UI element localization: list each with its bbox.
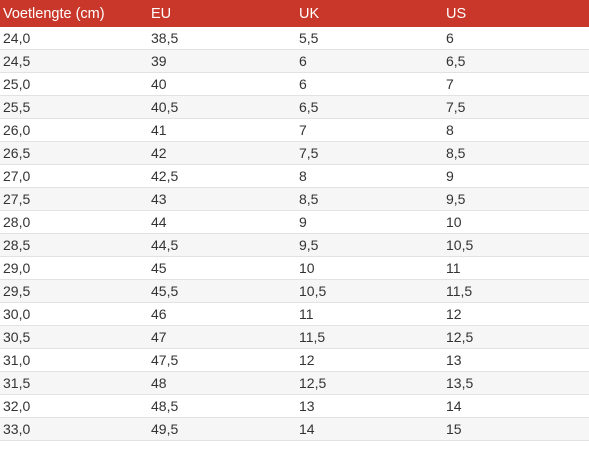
table-row: 33,0 49,5 14 15 xyxy=(0,417,589,441)
cell-foot-length: 29,0 xyxy=(0,256,148,280)
cell-uk: 6 xyxy=(296,49,443,73)
cell-us: 12 xyxy=(443,302,589,326)
cell-eu: 47 xyxy=(148,325,296,349)
cell-us: 7,5 xyxy=(443,95,589,119)
cell-uk: 10,5 xyxy=(296,279,443,303)
cell-eu: 40 xyxy=(148,72,296,96)
cell-us: 14 xyxy=(443,394,589,418)
table-row: 25,0 40 6 7 xyxy=(0,72,589,96)
cell-foot-length: 27,5 xyxy=(0,187,148,211)
cell-foot-length: 29,5 xyxy=(0,279,148,303)
cell-eu: 39 xyxy=(148,49,296,73)
cell-foot-length: 26,5 xyxy=(0,141,148,165)
table-row: 26,0 41 7 8 xyxy=(0,118,589,142)
cell-us: 7 xyxy=(443,72,589,96)
cell-uk: 10 xyxy=(296,256,443,280)
cell-eu: 49,5 xyxy=(148,417,296,441)
cell-eu: 44 xyxy=(148,210,296,234)
cell-foot-length: 33,0 xyxy=(0,417,148,441)
table-row: 28,5 44,5 9,5 10,5 xyxy=(0,233,589,257)
cell-us: 11,5 xyxy=(443,279,589,303)
cell-uk: 13 xyxy=(296,394,443,418)
table-body: 24,0 38,5 5,5 6 24,5 39 6 6,5 25,0 40 6 7 25,5 40,5 6,… xyxy=(0,27,589,441)
cell-foot-length: 28,5 xyxy=(0,233,148,257)
header-row: Voetlengte (cm) EU UK US xyxy=(0,0,589,27)
table-row: 31,0 47,5 12 13 xyxy=(0,348,589,372)
cell-eu: 42,5 xyxy=(148,164,296,188)
cell-eu: 41 xyxy=(148,118,296,142)
table-row: 24,5 39 6 6,5 xyxy=(0,49,589,73)
cell-uk: 8 xyxy=(296,164,443,188)
cell-uk: 12,5 xyxy=(296,371,443,395)
cell-eu: 46 xyxy=(148,302,296,326)
cell-us: 6 xyxy=(443,27,589,50)
cell-uk: 8,5 xyxy=(296,187,443,211)
table-row: 27,5 43 8,5 9,5 xyxy=(0,187,589,211)
table-row: 30,0 46 11 12 xyxy=(0,302,589,326)
header-uk: UK xyxy=(296,0,443,27)
table-row: 31,5 48 12,5 13,5 xyxy=(0,371,589,395)
cell-eu: 43 xyxy=(148,187,296,211)
table-row: 25,5 40,5 6,5 7,5 xyxy=(0,95,589,119)
cell-eu: 42 xyxy=(148,141,296,165)
cell-us: 10 xyxy=(443,210,589,234)
cell-eu: 48 xyxy=(148,371,296,395)
cell-uk: 14 xyxy=(296,417,443,441)
cell-us: 8 xyxy=(443,118,589,142)
cell-uk: 9 xyxy=(296,210,443,234)
cell-foot-length: 26,0 xyxy=(0,118,148,142)
cell-uk: 5,5 xyxy=(296,27,443,50)
table-header: Voetlengte (cm) EU UK US xyxy=(0,0,589,27)
cell-us: 9,5 xyxy=(443,187,589,211)
cell-foot-length: 25,5 xyxy=(0,95,148,119)
cell-uk: 12 xyxy=(296,348,443,372)
cell-eu: 40,5 xyxy=(148,95,296,119)
cell-foot-length: 24,0 xyxy=(0,27,148,50)
cell-us: 13,5 xyxy=(443,371,589,395)
cell-us: 15 xyxy=(443,417,589,441)
cell-us: 12,5 xyxy=(443,325,589,349)
cell-foot-length: 28,0 xyxy=(0,210,148,234)
table-row: 27,0 42,5 8 9 xyxy=(0,164,589,188)
table-row: 29,5 45,5 10,5 11,5 xyxy=(0,279,589,303)
cell-eu: 45 xyxy=(148,256,296,280)
table-row: 26,5 42 7,5 8,5 xyxy=(0,141,589,165)
cell-uk: 11,5 xyxy=(296,325,443,349)
cell-uk: 9,5 xyxy=(296,233,443,257)
cell-uk: 6 xyxy=(296,72,443,96)
cell-us: 13 xyxy=(443,348,589,372)
cell-eu: 44,5 xyxy=(148,233,296,257)
cell-uk: 11 xyxy=(296,302,443,326)
cell-eu: 38,5 xyxy=(148,27,296,50)
cell-foot-length: 31,5 xyxy=(0,371,148,395)
cell-foot-length: 31,0 xyxy=(0,348,148,372)
table-row: 29,0 45 10 11 xyxy=(0,256,589,280)
table-row: 30,5 47 11,5 12,5 xyxy=(0,325,589,349)
cell-us: 6,5 xyxy=(443,49,589,73)
cell-uk: 7 xyxy=(296,118,443,142)
cell-uk: 7,5 xyxy=(296,141,443,165)
header-us: US xyxy=(443,0,589,27)
table-row: 24,0 38,5 5,5 6 xyxy=(0,27,589,50)
cell-eu: 45,5 xyxy=(148,279,296,303)
size-conversion-table: Voetlengte (cm) EU UK US 24,0 38,5 5,5 6 24,… xyxy=(0,0,589,441)
header-eu: EU xyxy=(148,0,296,27)
cell-us: 9 xyxy=(443,164,589,188)
table-row: 28,0 44 9 10 xyxy=(0,210,589,234)
cell-us: 10,5 xyxy=(443,233,589,257)
cell-uk: 6,5 xyxy=(296,95,443,119)
cell-foot-length: 30,5 xyxy=(0,325,148,349)
header-foot-length: Voetlengte (cm) xyxy=(0,0,148,27)
cell-us: 11 xyxy=(443,256,589,280)
cell-foot-length: 25,0 xyxy=(0,72,148,96)
cell-foot-length: 24,5 xyxy=(0,49,148,73)
table-row: 32,0 48,5 13 14 xyxy=(0,394,589,418)
cell-foot-length: 32,0 xyxy=(0,394,148,418)
cell-eu: 47,5 xyxy=(148,348,296,372)
cell-foot-length: 27,0 xyxy=(0,164,148,188)
cell-foot-length: 30,0 xyxy=(0,302,148,326)
cell-eu: 48,5 xyxy=(148,394,296,418)
cell-us: 8,5 xyxy=(443,141,589,165)
